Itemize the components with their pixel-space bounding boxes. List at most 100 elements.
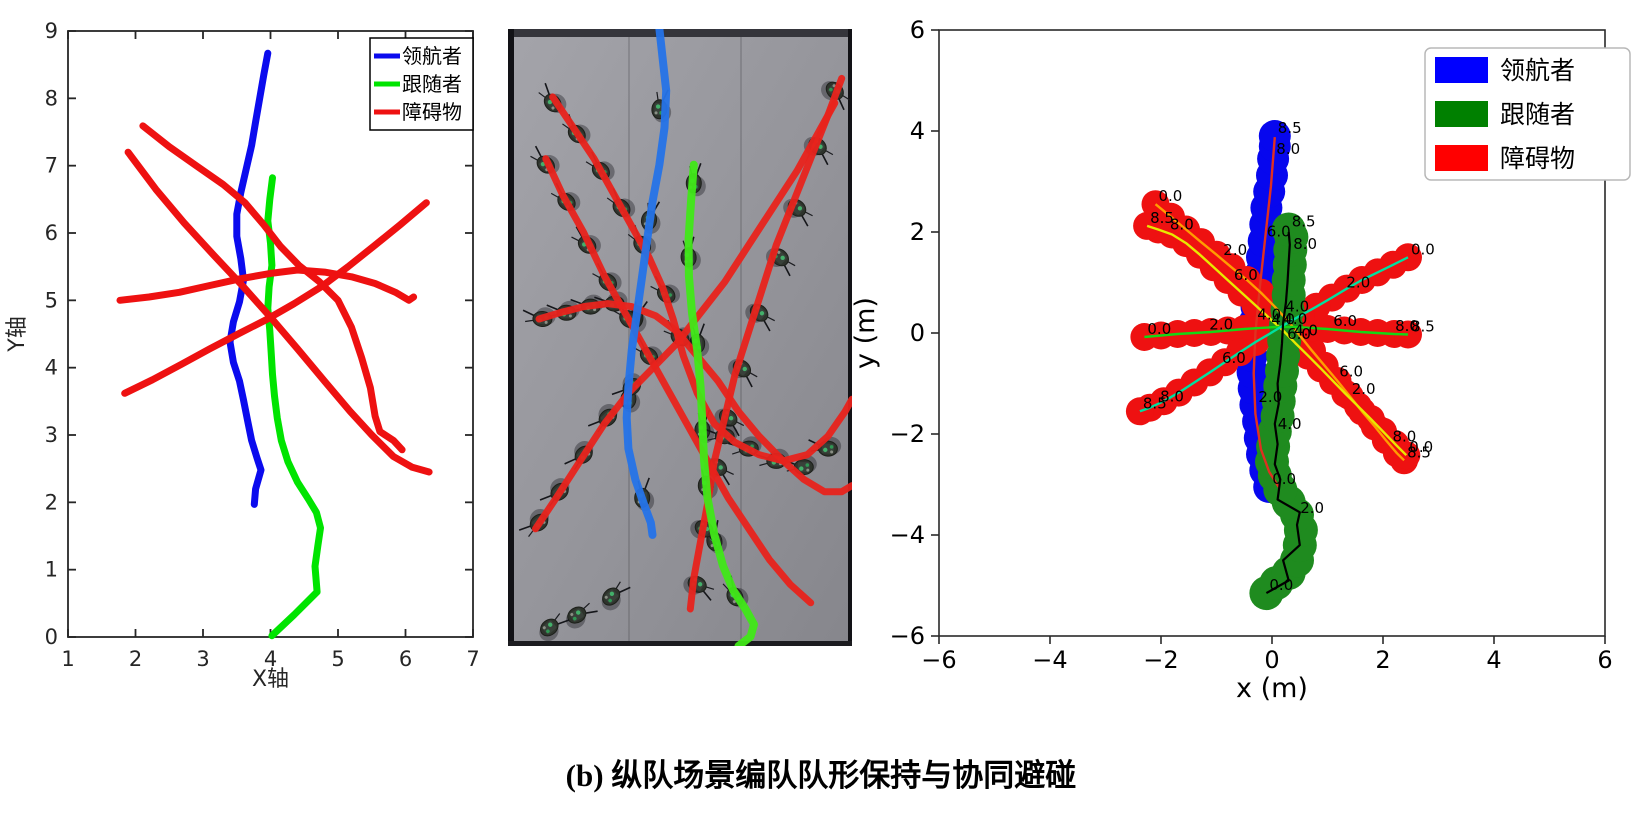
trajectory-obstacle-4 (116, 266, 418, 304)
time-label: 4.0 (1285, 298, 1309, 316)
right-legend-label: 领航者 (1500, 56, 1575, 85)
left-y-axis-label: Y轴 (5, 316, 30, 352)
left-x-tick-label: 4 (264, 647, 277, 671)
left-y-tick-label: 6 (45, 221, 58, 245)
right-axes: −6 −4 −2 0 2 4 6 −6 −4 −2 0 2 4 6 x (m) y (m) (850, 16, 1613, 704)
left-series (116, 49, 433, 640)
leader-track (622, 29, 671, 539)
time-label: 8.5 (1292, 213, 1316, 231)
time-label: 8.0 (1395, 317, 1419, 335)
time-label: 2.0 (1258, 388, 1282, 406)
right-y-tick-label: −2 (890, 420, 925, 448)
left-y-tick-label: 5 (45, 288, 58, 312)
time-label: 8.0 (1393, 428, 1417, 446)
photo-trajectories (532, 29, 852, 646)
follower-track (684, 160, 758, 646)
obstacle-track-1 (549, 93, 852, 465)
time-label: 2.0 (1209, 315, 1233, 333)
figure-caption: (b) 纵队场景编队队形保持与协同避碰 (565, 758, 1077, 793)
time-label: 6.0 (1234, 266, 1258, 284)
right-legend-label: 障碍物 (1500, 144, 1575, 173)
right-x-tick-label: 2 (1375, 646, 1390, 674)
robot (565, 602, 598, 629)
chain-follower (1249, 212, 1318, 611)
left-y-tick-label: 3 (45, 423, 58, 447)
time-label: 8.0 (1276, 140, 1300, 158)
chain-line-follower (1265, 231, 1301, 595)
left-legend-label: 领航者 (402, 44, 462, 68)
time-label: 0.0 (1272, 470, 1296, 488)
right-x-tick-label: 4 (1486, 646, 1501, 674)
right-y-tick-label: −4 (890, 521, 925, 549)
time-label: 6.0 (1287, 325, 1311, 343)
left-x-tick-label: 5 (331, 647, 344, 671)
trajectory-leader (226, 49, 272, 508)
obstacle-track-3 (535, 300, 852, 496)
time-label: 2.0 (1352, 380, 1376, 398)
trajectory-obstacle-2 (124, 148, 433, 476)
left-legend-label: 障碍物 (402, 100, 462, 124)
obstacle-track-2 (542, 155, 815, 607)
left-y-tick-label: 9 (45, 19, 58, 43)
time-label: 4.0 (1294, 322, 1318, 340)
time-label: 8.5 (1150, 209, 1174, 227)
chain-line-obstacle-4 (1139, 256, 1409, 413)
right-legend-label: 跟随者 (1500, 100, 1575, 129)
right-y-axis-label: y (m) (850, 297, 881, 369)
left-y-tick-label: 4 (45, 356, 58, 380)
time-label: 4.0 (1278, 415, 1302, 433)
obstacle-track-4 (532, 99, 839, 533)
right-y-tick-label: 4 (910, 117, 925, 145)
time-label: 6.0 (1267, 223, 1291, 241)
time-label: 8.0 (1170, 216, 1194, 234)
time-label: 2.0 (1223, 241, 1247, 259)
left-y-tick-label: 7 (45, 154, 58, 178)
robot (601, 581, 631, 611)
time-label: 6.0 (1339, 362, 1363, 380)
time-label: 8.0 (1293, 235, 1317, 253)
experiment-photo (508, 29, 852, 646)
left-y-tick-label: 8 (45, 86, 58, 110)
time-label: 8.5 (1411, 318, 1435, 336)
chain-line-leader (1252, 137, 1280, 488)
time-label: 0.0 (1269, 576, 1293, 594)
right-x-tick-label: −4 (1032, 646, 1067, 674)
time-label: 8.5 (1407, 443, 1431, 461)
trajectory-obstacle-3 (121, 199, 430, 397)
time-label: 0.0 (1411, 240, 1435, 258)
time-label: 8.5 (1143, 394, 1167, 412)
right-y-tick-label: 6 (910, 16, 925, 44)
chain-line-obstacle-3 (1144, 325, 1409, 339)
time-label: 8.5 (1278, 119, 1302, 137)
time-label: 6.0 (1222, 349, 1246, 367)
right-x-tick-label: −6 (921, 646, 956, 674)
right-x-axis-label: x (m) (1236, 673, 1308, 704)
left-x-tick-label: 6 (399, 647, 412, 671)
left-y-tick-label: 0 (45, 625, 58, 649)
left-x-tick-label: 2 (129, 647, 142, 671)
time-label: 4.0 (1271, 311, 1295, 329)
left-x-tick-label: 1 (61, 647, 74, 671)
time-label: 2.0 (1300, 499, 1324, 517)
time-label: 4.0 (1257, 305, 1281, 323)
left-y-tick-label: 2 (45, 490, 58, 514)
right-y-tick-label: 2 (910, 218, 925, 246)
time-label: 0.0 (1147, 320, 1171, 338)
trajectory-obstacle-1 (139, 122, 406, 454)
robot (539, 613, 570, 642)
time-label: 6.0 (1333, 312, 1357, 330)
right-y-tick-label: −6 (890, 622, 925, 650)
time-label: 4.0 (1283, 310, 1307, 328)
right-y-tick-label: 0 (910, 319, 925, 347)
right-chain-lines (1139, 137, 1409, 595)
left-x-axis-label: X轴 (252, 667, 289, 692)
trajectory-follower (264, 174, 324, 640)
time-label: 2.0 (1346, 274, 1370, 292)
obstacle-track-5 (686, 74, 846, 613)
right-x-tick-label: 6 (1597, 646, 1612, 674)
right-time-labels: 0.02.04.06.08.08.50.02.04.06.08.08.50.02… (1143, 119, 1435, 594)
